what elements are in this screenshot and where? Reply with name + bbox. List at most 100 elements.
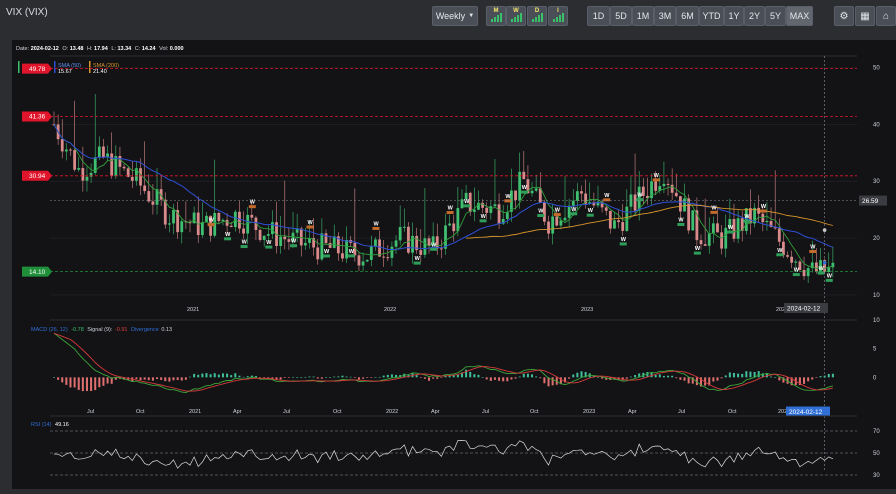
range-1m-button[interactable]: 1M [632, 6, 654, 26]
candle-body [501, 218, 505, 224]
candle-body [617, 220, 620, 223]
calculator-icon[interactable]: ▦ [855, 6, 875, 26]
macd-histogram-bar [440, 377, 443, 378]
candle-body [225, 219, 229, 226]
macd-histogram-bar [634, 375, 637, 378]
macd-xaxis-tick: 2023 [583, 409, 595, 415]
macd-histogram-bar [596, 377, 599, 378]
range-1d-button[interactable]: 1D [587, 6, 610, 26]
range-5d-button[interactable]: 5D [610, 6, 632, 26]
macd-histogram-bar [374, 377, 377, 378]
w-marker: W [522, 185, 528, 191]
range-ytd-button[interactable]: YTD [699, 6, 724, 26]
candle-body [695, 210, 699, 241]
macd-histogram-bar [304, 376, 307, 378]
macd-histogram-bar [65, 377, 68, 385]
candle-body [85, 176, 89, 181]
w-marker-bar [652, 178, 660, 182]
candle-body [423, 238, 427, 255]
macd-histogram-bar [184, 377, 187, 380]
chart-type-d-button[interactable]: D [527, 6, 547, 26]
macd-histogram-bar [489, 377, 492, 381]
macd-histogram-bar [700, 377, 703, 387]
rsi-axis-tick: 30 [873, 473, 880, 479]
chart-type-i-button[interactable]: I [548, 6, 568, 26]
w-marker-bar [224, 237, 232, 241]
chart-type-w-button[interactable]: W [506, 6, 526, 26]
w-marker-bar [693, 251, 701, 255]
candle-body [720, 232, 724, 249]
macd-histogram-bar [671, 375, 674, 378]
w-marker-bar [817, 271, 825, 275]
ohlc-open-label: O: [62, 46, 68, 52]
gears-icon[interactable]: ⚙ [834, 6, 854, 26]
candle-body [332, 236, 336, 248]
macd-histogram-bar [242, 376, 245, 378]
macd-histogram-bar [572, 374, 575, 378]
w-marker-bar [520, 190, 528, 194]
crosshair-date: 2024-02-12 [787, 306, 821, 313]
w-marker-bar [240, 245, 248, 249]
chart-svg[interactable]: Date: 2024-02-12 O: 13.48 H: 17.94 L: 13… [12, 40, 896, 489]
macd-axis-tick: 10 [873, 318, 880, 324]
chart-area[interactable]: Date: 2024-02-12 O: 13.48 H: 17.94 L: 13… [12, 40, 896, 489]
macd-xaxis-tick: Apr [628, 409, 637, 415]
w-marker: W [827, 273, 833, 279]
macd-histogram-bar [415, 375, 418, 378]
macd-histogram-bar [815, 377, 818, 378]
macd-histogram-bar [724, 375, 727, 378]
macd-xaxis-tick: Oct [333, 409, 342, 415]
candle-body [662, 183, 666, 187]
candle-body [341, 253, 344, 259]
w-marker: W [481, 214, 487, 220]
macd-histogram-bar [85, 377, 88, 392]
candle-body [604, 207, 608, 211]
range-5y-button[interactable]: 5Y [765, 6, 786, 26]
level-label: 41.36 [29, 114, 46, 121]
range-max-button[interactable]: MAX [786, 6, 813, 26]
candle-body [448, 223, 452, 226]
legend-sma200-value: 21.40 [93, 69, 107, 75]
candle-body [217, 212, 221, 222]
macd-histogram-bar [287, 377, 290, 378]
range-6m-button[interactable]: 6M [676, 6, 699, 26]
candle-body [658, 186, 662, 191]
candle-body [238, 211, 241, 229]
macd-panel: 10 5 0 Jul Oct 2021 Apr Jul Oct 2022 Apr Jul Oct 2023… [50, 318, 880, 417]
candle-body [151, 201, 155, 205]
candle-body [724, 227, 728, 249]
rsi-legend: RSI (14) 49.16 [31, 422, 69, 428]
candle-body [402, 226, 406, 228]
macd-histogram-bar [720, 377, 723, 379]
candle-body [769, 220, 773, 228]
legend-sma50-value: 15.67 [58, 69, 72, 75]
macd-xaxis-tick: Oct [136, 409, 145, 415]
candle-body [229, 225, 233, 228]
price-axis-tick: 20 [873, 236, 880, 242]
range-1y-button[interactable]: 1Y [724, 6, 744, 26]
candle-body [126, 168, 130, 177]
candle-body [444, 225, 447, 249]
range-2y-button[interactable]: 2Y [744, 6, 765, 26]
w-marker-bar [677, 222, 685, 226]
interval-dropdown[interactable]: Weekly ▼ [432, 6, 478, 26]
chart-type-m-button[interactable]: M [486, 6, 506, 26]
bank-icon[interactable]: ⌂ [876, 6, 896, 26]
candle-body [287, 239, 291, 242]
macd-histogram-bar [53, 377, 55, 378]
candle-body [167, 223, 171, 225]
macd-histogram-bar [419, 377, 422, 378]
candle-body [374, 239, 377, 247]
candle-body [378, 239, 381, 257]
macd-histogram-bar [782, 377, 785, 383]
macd-div-value: 0.13 [161, 327, 172, 333]
macd-div-label: Divergence [131, 327, 159, 333]
macd-histogram-bar [761, 373, 764, 378]
range-3m-button[interactable]: 3M [654, 6, 676, 26]
legend-sma200-label: SMA (200) [93, 63, 119, 69]
candle-body [559, 220, 563, 226]
candle-body [802, 269, 806, 277]
candle-body [514, 190, 517, 201]
macd-histogram-bar [592, 375, 595, 378]
macd-histogram-bar [209, 374, 212, 378]
